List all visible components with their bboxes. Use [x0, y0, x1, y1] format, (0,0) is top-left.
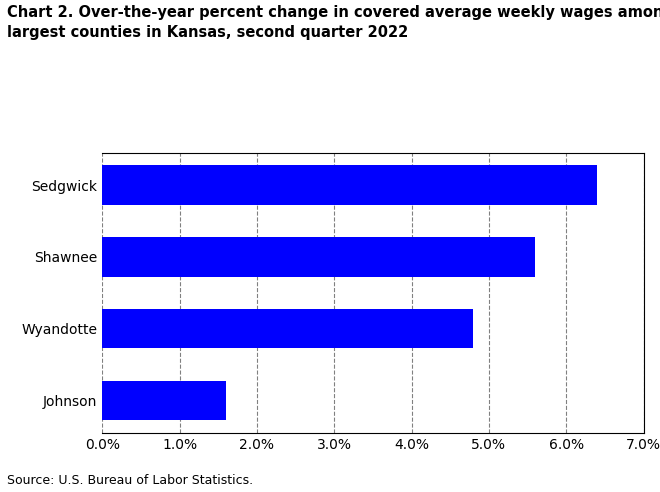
Bar [102, 309, 473, 348]
Bar [102, 165, 597, 205]
Text: Chart 2. Over-the-year percent change in covered average weekly wages among the
: Chart 2. Over-the-year percent change in… [7, 5, 660, 40]
Bar [102, 237, 535, 277]
Bar [102, 381, 226, 420]
Text: Source: U.S. Bureau of Labor Statistics.: Source: U.S. Bureau of Labor Statistics. [7, 474, 253, 487]
